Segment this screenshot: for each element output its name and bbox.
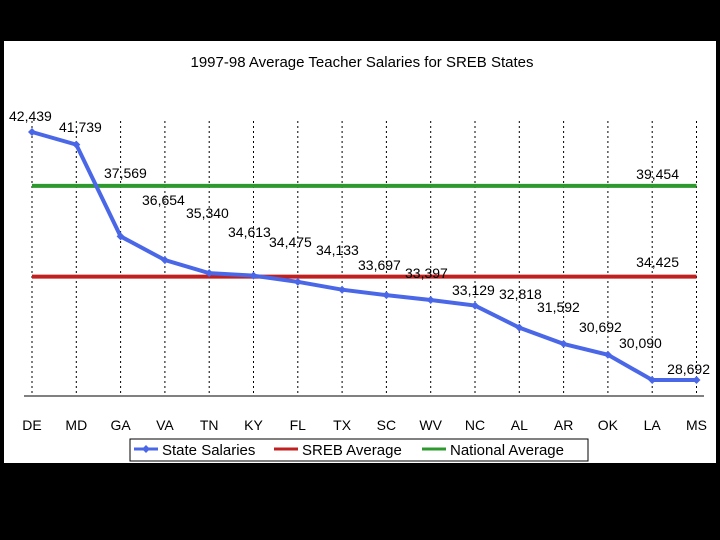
data-label: 34,133 (316, 242, 359, 258)
data-label: 41,739 (59, 119, 102, 135)
data-label: 30,692 (579, 319, 622, 335)
grid-lines (31, 121, 697, 396)
x-tick-label: OK (598, 417, 619, 433)
chart-panel: 1997-98 Average Teacher Salaries for SRE… (4, 41, 716, 463)
data-point-va (160, 256, 169, 265)
legend-state-salaries: State Salaries (134, 442, 255, 459)
x-tick-label: AL (511, 417, 528, 433)
data-point-fl (293, 277, 302, 286)
data-point-tn (205, 269, 214, 278)
reference-lines (32, 183, 697, 279)
data-label: 42,439 (9, 108, 52, 124)
data-point-wv (426, 295, 435, 304)
legend-sreb-average: SREB Average (274, 442, 402, 459)
data-point-ky (249, 271, 258, 280)
x-tick-label: WV (419, 417, 442, 433)
data-label: 30,090 (619, 335, 662, 351)
x-tick-label: KY (244, 417, 263, 433)
data-label: 34,475 (269, 234, 312, 250)
x-tick-label: VA (156, 417, 174, 433)
data-label: 37,569 (104, 165, 147, 181)
x-tick-label: DE (22, 417, 41, 433)
x-tick-label: GA (110, 417, 131, 433)
x-tick-label: MD (65, 417, 87, 433)
data-point-ga (116, 232, 125, 241)
x-tick-label: TX (333, 417, 352, 433)
x-tick-label: NC (465, 417, 485, 433)
data-label: 28,692 (667, 361, 710, 377)
data-label: 34,613 (228, 224, 271, 240)
legend: State Salaries SREB Average National Avera… (129, 438, 589, 462)
data-label: 33,397 (405, 265, 448, 281)
data-point-ms (692, 376, 701, 384)
x-tick-label: LA (644, 417, 662, 433)
data-label: 31,592 (537, 299, 580, 315)
legend-label: National Average (450, 442, 564, 459)
legend-national-average: National Average (422, 442, 564, 459)
data-label: 36,654 (142, 192, 185, 208)
legend-box (129, 438, 589, 462)
legend-label: SREB Average (302, 442, 402, 459)
x-axis: DE MD GA VA TN KY FL TX SC WV NC AL AR OK LA MS (22, 395, 707, 433)
chart-title: 1997-98 Average Teacher Salaries for SRE… (191, 54, 534, 71)
sreb-average-label: 34,425 (636, 254, 679, 270)
data-labels: 42,43941,73937,56936,65435,34034,61334,4… (9, 108, 710, 377)
data-point-ok (603, 350, 612, 359)
data-label: 32,818 (499, 286, 542, 302)
data-label: 33,129 (452, 282, 495, 298)
x-tick-label: SC (377, 417, 396, 433)
legend-label: State Salaries (162, 442, 255, 459)
x-tick-label: FL (290, 417, 307, 433)
legend-marker (142, 445, 150, 453)
data-label: 35,340 (186, 205, 229, 221)
data-point-al (515, 323, 524, 332)
data-point-sc (382, 291, 391, 300)
state-salaries-line (31, 130, 697, 382)
national-average-label: 39,454 (636, 166, 679, 182)
data-point-nc (471, 301, 479, 310)
data-point-la (648, 376, 657, 384)
state-salaries-series (28, 128, 701, 384)
data-point-md (72, 140, 81, 149)
chart: 1997-98 Average Teacher Salaries for SRE… (9, 54, 710, 462)
x-tick-label: TN (200, 417, 219, 433)
data-label: 33,697 (358, 257, 401, 273)
data-point-de (28, 128, 36, 136)
x-tick-label: MS (686, 417, 707, 433)
data-point-tx (338, 285, 347, 294)
x-tick-label: AR (554, 417, 573, 433)
data-point-ar (559, 339, 568, 348)
